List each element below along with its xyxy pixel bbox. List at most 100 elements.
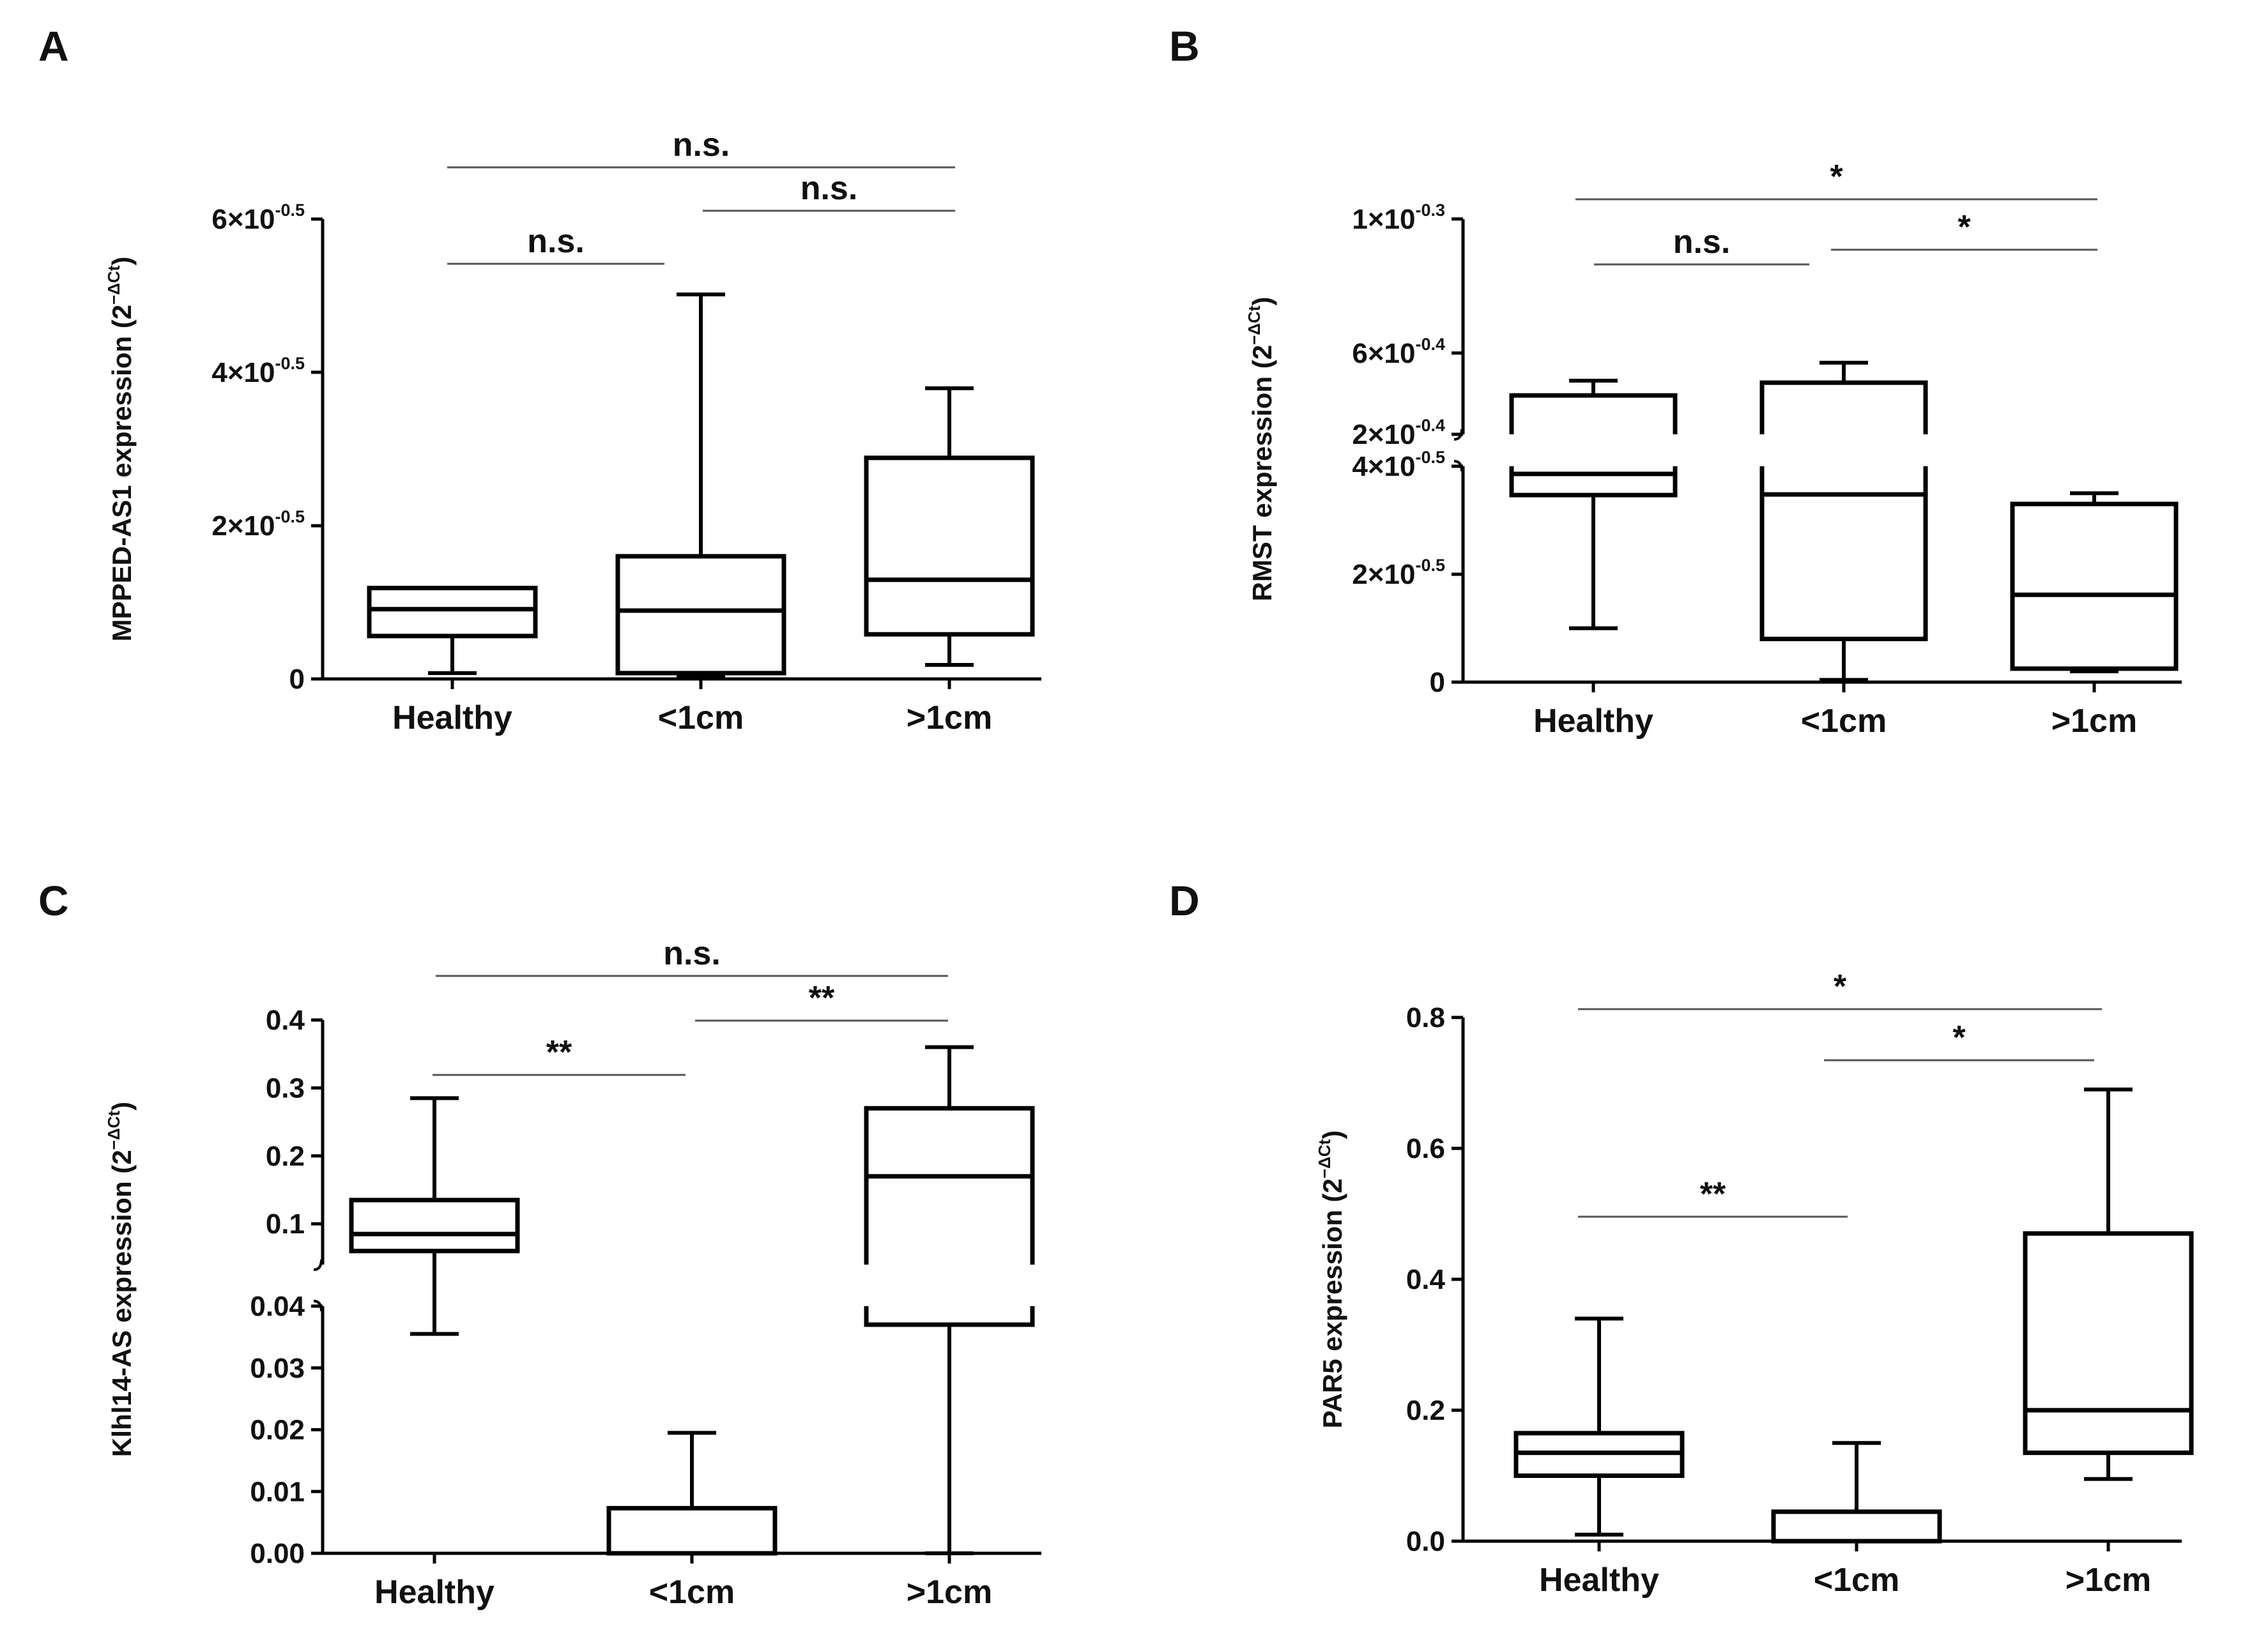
x-tick-label: <1cm	[1801, 703, 1887, 740]
significance-label: n.s.	[801, 170, 858, 207]
y-tick-label: 0.4	[1406, 1264, 1446, 1295]
y-tick-label: 0.1	[266, 1208, 305, 1240]
significance-label: *	[1834, 968, 1847, 1005]
y-tick-label-base: 0.4	[1406, 1264, 1446, 1295]
y-axis-unit-base: (2	[107, 305, 137, 328]
significance-label: n.s.	[527, 223, 585, 260]
y-tick-label-base: 0.8	[1406, 1002, 1445, 1033]
y-axis-unit-close: )	[1247, 297, 1277, 306]
panel-label: D	[1169, 877, 1200, 924]
y-tick-label-exponent: -0.4	[1415, 416, 1445, 435]
panel-label: B	[1169, 22, 1200, 70]
y-tick-label-base: 2×10	[1352, 419, 1415, 450]
y-tick-label-base: 6×10	[1352, 338, 1415, 369]
y-axis-label: Klhl14-AS expression (2−ΔCt)	[104, 1102, 137, 1457]
significance-label: n.s.	[663, 935, 721, 972]
y-tick-label-exponent: -0.5	[1415, 556, 1445, 575]
significance-label: n.s.	[1673, 224, 1731, 261]
y-axis-unit-base: (2	[1247, 345, 1277, 369]
y-tick-label-base: 4×10	[1352, 451, 1415, 482]
x-tick-label: >1cm	[2051, 703, 2137, 740]
significance-label: **	[1700, 1176, 1726, 1213]
significance-label: *	[1830, 158, 1843, 195]
y-axis-label-text: MPPED-AS1 expression	[107, 328, 137, 641]
x-tick-label: <1cm	[658, 699, 744, 736]
x-tick-label: Healthy	[1533, 703, 1653, 740]
y-tick-label: 6×10-0.4	[1352, 335, 1445, 369]
significance-bracket: n.s.	[436, 935, 948, 977]
box-1cm	[864, 386, 1035, 667]
y-axis-unit-sup: −ΔCt	[1245, 305, 1264, 345]
y-axis-unit-base: (2	[1317, 1178, 1347, 1202]
y-tick-label: 0.02	[250, 1415, 305, 1446]
significance-bracket: n.s.	[447, 126, 955, 169]
box-body	[349, 1198, 520, 1254]
box-body	[2010, 501, 2179, 671]
y-tick-label: 0.03	[250, 1353, 305, 1384]
box-1cm	[1759, 360, 1928, 682]
panel-d: D 0.0 0.2 0.4 0.6 0.8 Healthy <1cm >1cm PAR5 expr…	[1169, 877, 2194, 1599]
y-axis-unit-sup: −ΔCt	[1315, 1139, 1334, 1178]
panel-label: C	[38, 877, 69, 924]
y-tick-label-exponent: -0.4	[1415, 335, 1445, 354]
box-healthy	[349, 1096, 520, 1336]
box-1cm	[2023, 1087, 2194, 1481]
y-tick-label-base: 0.01	[250, 1476, 305, 1507]
axis-break-stroke	[313, 1300, 323, 1312]
box-body	[2023, 1231, 2194, 1456]
box-healthy	[1513, 1316, 1685, 1537]
x-tick-label: Healthy	[392, 699, 512, 736]
significance-bracket: *	[1824, 1019, 2094, 1062]
significance-bracket: **	[1578, 1176, 1848, 1218]
y-tick-label-base: 0	[1430, 667, 1445, 698]
y-tick-label: 0.2	[1406, 1395, 1445, 1426]
y-tick-label: 4×10-0.5	[211, 354, 305, 388]
significance-bracket: n.s.	[703, 170, 955, 212]
significance-label: *	[1958, 209, 1971, 246]
significance-bracket: n.s.	[1594, 224, 1809, 266]
y-axis-unit-sup: −ΔCt	[104, 265, 123, 305]
box-body-lower	[1509, 466, 1678, 498]
y-axis-unit-close: )	[1317, 1130, 1347, 1139]
y-tick-label: 0.0	[1406, 1526, 1445, 1557]
y-tick-label: 2×10-0.5	[211, 507, 305, 542]
box-body	[606, 1505, 778, 1556]
y-axis-unit-close: )	[107, 1102, 137, 1111]
box-body-upper	[1509, 393, 1678, 434]
y-axis-label-text: Klhl14-AS expression	[107, 1174, 137, 1457]
y-tick-label-exponent: -0.3	[1415, 201, 1445, 220]
box-1cm	[615, 293, 786, 678]
significance-bracket: **	[695, 980, 948, 1022]
y-tick-label-base: 0.0	[1406, 1526, 1445, 1557]
significance-bracket: **	[433, 1034, 686, 1076]
box-body	[864, 455, 1035, 637]
y-tick-label-base: 0.3	[266, 1072, 305, 1104]
y-tick-label: 0.6	[1406, 1133, 1445, 1164]
significance-label: n.s.	[673, 126, 730, 164]
y-tick-label: 1×10-0.3	[1352, 201, 1445, 235]
y-axis-unit-close: )	[107, 257, 137, 266]
y-tick-label-base: 2×10	[1352, 559, 1415, 590]
y-tick-label: 4×10-0.5	[1352, 448, 1445, 482]
y-tick-label-base: 0	[289, 664, 305, 695]
box-healthy	[367, 586, 538, 675]
y-tick-label-base: 0.02	[250, 1415, 305, 1446]
box-body-upper	[864, 1106, 1035, 1265]
panel-b: B02×10-0.54×10-0.52×10-0.46×10-0.41×10-0…	[1169, 22, 2182, 740]
box-1cm	[606, 1431, 778, 1556]
y-tick-label-base: 0.6	[1406, 1133, 1445, 1164]
panel-c: C 0.00 0.01 0.02 0.03 0.04 0.1 0.2 0.3 0.4 Healthy…	[38, 877, 1041, 1611]
y-tick-label: 0.4	[266, 1005, 305, 1036]
y-tick-label: 0.01	[250, 1476, 305, 1507]
y-tick-label-base: 1×10	[1352, 204, 1415, 235]
y-axis-label: RMST expression (2−ΔCt)	[1245, 297, 1277, 602]
y-tick-label-base: 0.1	[266, 1208, 305, 1240]
y-tick-label: 0.2	[266, 1141, 305, 1172]
y-tick-label: 0.04	[250, 1291, 305, 1322]
y-tick-label: 2×10-0.5	[1352, 556, 1445, 590]
y-tick-label-exponent: -0.5	[275, 507, 305, 526]
y-tick-label-base: 0.00	[250, 1538, 305, 1569]
box-1cm	[864, 1045, 1035, 1555]
axis-break-mark	[1453, 429, 1463, 472]
